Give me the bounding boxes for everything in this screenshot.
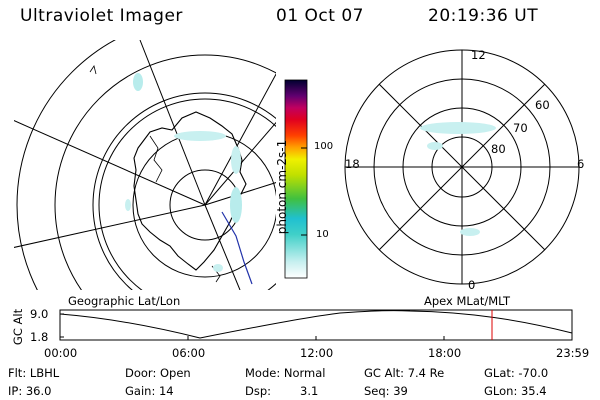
info-gc-alt: GC Alt: 7.4 Re [364, 366, 445, 380]
info-dsp-value: 3.1 [300, 384, 319, 398]
info-mode: Mode: Normal [245, 366, 326, 380]
info-gain: Gain: 14 [125, 384, 174, 398]
time-tick-0000: 00:00 [44, 346, 78, 360]
info-seq: Seq: 39 [364, 384, 408, 398]
geographic-panel-label: Geographic Lat/Lon [68, 294, 181, 308]
coastline [133, 111, 247, 271]
colorbar-tick-10: 10 [316, 229, 329, 240]
time-tick-2359: 23:59 [556, 346, 590, 360]
colorbar-unit-label: photon cm-2s-1 [275, 139, 289, 235]
apex-panel-label: Apex MLat/MLT [424, 294, 511, 308]
info-flt: Flt: LBHL [8, 366, 60, 380]
time-tick-1200: 12:00 [300, 346, 334, 360]
info-door: Door: Open [125, 366, 191, 380]
app-title: Ultraviolet Imager [20, 6, 183, 26]
mlt-label-6: 6 [577, 157, 585, 171]
altitude-tick-low: 1.8 [30, 330, 49, 344]
satellite-track [221, 211, 253, 285]
lat-label-60: 60 [535, 98, 550, 112]
info-ip: IP: 36.0 [8, 384, 52, 398]
date-label: 01 Oct 07 [276, 6, 364, 26]
colorbar [284, 79, 308, 279]
time-label: 20:19:36 UT [428, 6, 539, 26]
lat-label-80: 80 [491, 142, 506, 156]
altitude-curve [59, 310, 573, 339]
info-glon: GLon: 35.4 [484, 384, 547, 398]
mlt-label-18: 18 [345, 157, 360, 171]
mlt-label-12: 12 [471, 48, 486, 62]
info-glat: GLat: -70.0 [484, 366, 549, 380]
mlt-label-0: 0 [468, 278, 476, 292]
colorbar-tick-100: 100 [314, 141, 334, 152]
info-dsp-label: Dsp: [245, 384, 272, 398]
time-tick-1800: 18:00 [428, 346, 462, 360]
altitude-axis-label: GC Alt [11, 308, 25, 346]
time-tick-0600: 06:00 [172, 346, 206, 360]
lat-label-70: 70 [513, 121, 528, 135]
altitude-tick-high: 9.0 [30, 307, 49, 321]
